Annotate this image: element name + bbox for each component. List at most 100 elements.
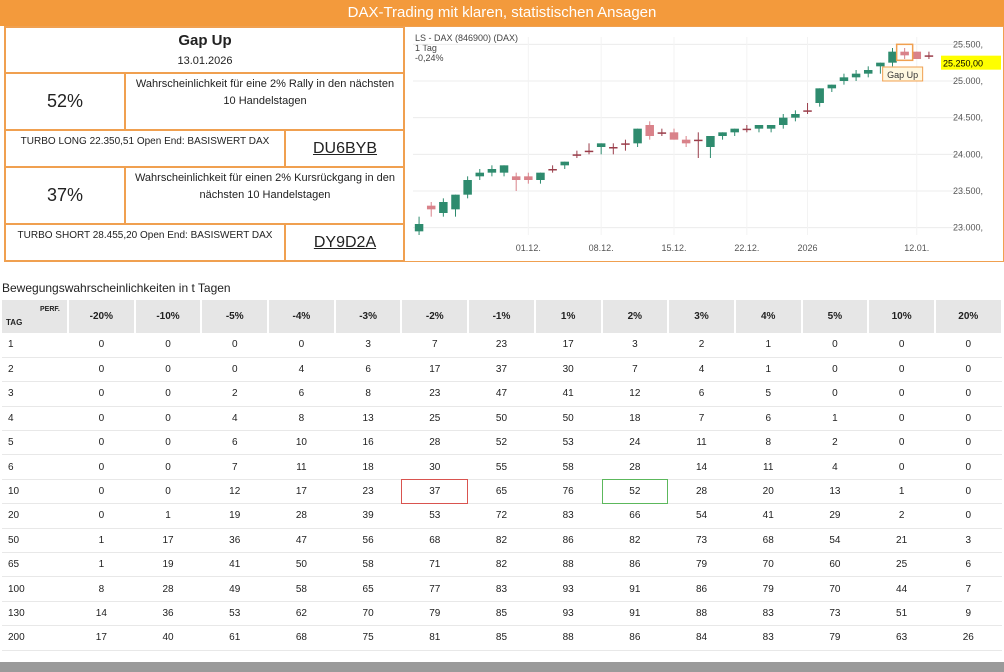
signal-title: Gap Up bbox=[178, 32, 232, 49]
table-row: 130 14 36 53 62 70 79 85 93 91 88 83 73 51 9 bbox=[2, 601, 1002, 627]
x-tick-label: 12.01. bbox=[904, 243, 929, 253]
probability-cell: 61 bbox=[201, 625, 269, 651]
probability-cell: 0 bbox=[868, 333, 935, 358]
probability-cell: 81 bbox=[401, 625, 469, 651]
probability-cell: 37 bbox=[468, 357, 535, 383]
probability-cell: 1 bbox=[801, 406, 869, 432]
candle-body bbox=[863, 70, 873, 74]
probability-cell: 0 bbox=[268, 333, 335, 358]
probability-cell: 52 bbox=[468, 430, 535, 456]
probability-cell: 0 bbox=[934, 357, 1002, 383]
probability-cell: 71 bbox=[401, 552, 469, 578]
probability-cell: 25 bbox=[401, 406, 469, 432]
probability-cell: 41 bbox=[201, 552, 269, 578]
probability-cell: 83 bbox=[468, 576, 535, 602]
probability-cell: 6 bbox=[268, 381, 335, 407]
candle-body bbox=[584, 150, 594, 153]
probability-cell: 79 bbox=[401, 601, 469, 627]
probability-cell: 0 bbox=[134, 479, 202, 505]
probability-cell: 53 bbox=[534, 430, 602, 456]
probability-cell: 84 bbox=[668, 625, 735, 651]
turbo-short-link[interactable]: DY9D2A bbox=[285, 224, 405, 261]
probability-cell: 24 bbox=[601, 430, 669, 456]
tag-cell: 5 bbox=[2, 430, 68, 456]
probability-cell: 86 bbox=[601, 552, 669, 578]
candle-body bbox=[426, 205, 436, 210]
tag-cell: 4 bbox=[2, 406, 68, 432]
y-tick-label: 25.500, bbox=[953, 39, 983, 49]
probability-cell: 0 bbox=[934, 503, 1002, 529]
table-row: 50 1 17 36 47 56 68 82 86 82 73 68 54 21 3 bbox=[2, 528, 1002, 554]
drop-description: Wahrscheinlichkeit für einen 2% Kursrück… bbox=[125, 167, 405, 224]
probability-cell: 88 bbox=[534, 625, 602, 651]
probability-cell: 75 bbox=[334, 625, 402, 651]
column-header: 2% bbox=[601, 300, 670, 333]
probability-cell: 47 bbox=[268, 528, 335, 554]
tag-cell: 100 bbox=[2, 576, 68, 602]
table-row: 20 0 1 19 28 39 53 72 83 66 54 41 29 2 0 bbox=[2, 503, 1002, 529]
probability-cell: 54 bbox=[668, 503, 735, 529]
candlestick-chart[interactable]: 25.500, 25.000, 24.500, 24.000, 23.500, 23.00… bbox=[405, 27, 1003, 261]
column-header: -10% bbox=[134, 300, 203, 333]
probability-cell: 51 bbox=[868, 601, 935, 627]
probability-cell: 1 bbox=[134, 503, 202, 529]
turbo-short-code[interactable]: DY9D2A bbox=[313, 233, 377, 251]
probability-cell: 79 bbox=[668, 552, 735, 578]
probability-cell: 82 bbox=[468, 552, 535, 578]
probability-cell: 14 bbox=[68, 601, 135, 627]
probability-cell: 66 bbox=[601, 503, 669, 529]
x-tick-label: 2026 bbox=[798, 243, 818, 253]
probability-cell: 70 bbox=[334, 601, 402, 627]
probability-cell: 28 bbox=[401, 430, 469, 456]
turbo-long-text: TURBO LONG 22.350,51 Open End: BASISWERT… bbox=[5, 130, 285, 167]
tag-cell: 6 bbox=[2, 454, 68, 480]
candle-body bbox=[827, 84, 837, 89]
probability-cell: 20 bbox=[734, 479, 802, 505]
candle-body bbox=[912, 51, 922, 59]
signal-title-box: Gap Up 13.01.2026 bbox=[5, 27, 405, 73]
probability-cell: 8 bbox=[68, 576, 135, 602]
probability-cell: 6 bbox=[334, 357, 402, 383]
turbo-long-link[interactable]: DU6BYB bbox=[285, 130, 405, 167]
table-row: 10 0 0 12 17 23 37 65 76 52 28 20 13 1 0 bbox=[2, 479, 1002, 505]
probability-cell: 28 bbox=[134, 576, 202, 602]
probability-cell: 16 bbox=[334, 430, 402, 456]
probability-cell: 2 bbox=[868, 503, 935, 529]
turbo-long-code[interactable]: DU6BYB bbox=[312, 139, 378, 157]
x-tick-label: 08.12. bbox=[589, 243, 614, 253]
price-label-box bbox=[941, 55, 1001, 70]
probability-cell: 0 bbox=[934, 454, 1002, 480]
probability-cell: 2 bbox=[201, 381, 269, 407]
candle-body bbox=[681, 139, 691, 144]
column-header: -3% bbox=[334, 300, 403, 333]
candle-body bbox=[924, 55, 934, 57]
probability-cell: 0 bbox=[934, 430, 1002, 456]
probability-cell: 17 bbox=[68, 625, 135, 651]
probability-cell: 0 bbox=[801, 333, 869, 358]
probability-cell: 6 bbox=[934, 552, 1002, 578]
probability-cell: 88 bbox=[534, 552, 602, 578]
candle-body bbox=[596, 143, 606, 147]
probability-cell: 58 bbox=[334, 552, 402, 578]
table-row: 200 17 40 61 68 75 81 85 88 86 84 83 79 63 26 bbox=[2, 625, 1002, 651]
probability-cell: 23 bbox=[334, 479, 402, 505]
probability-cell: 0 bbox=[201, 357, 269, 383]
probability-cell: 0 bbox=[868, 454, 935, 480]
candle-body bbox=[621, 143, 630, 145]
probability-cell: 0 bbox=[868, 381, 935, 407]
probability-cell: 1 bbox=[868, 479, 935, 505]
probability-cell: 25 bbox=[868, 552, 935, 578]
probability-cell: 83 bbox=[734, 625, 802, 651]
probability-cell: 53 bbox=[201, 601, 269, 627]
probability-cell: 36 bbox=[201, 528, 269, 554]
candle-body bbox=[609, 147, 618, 149]
probability-cell: 7 bbox=[401, 333, 469, 358]
probability-cell: 1 bbox=[734, 333, 802, 358]
candle-body bbox=[463, 180, 472, 195]
column-header: 10% bbox=[868, 300, 936, 333]
candle-body bbox=[548, 169, 557, 171]
probability-cell: 50 bbox=[268, 552, 335, 578]
probability-cell: 0 bbox=[68, 381, 135, 407]
candle-body bbox=[439, 202, 448, 213]
probability-cell: 0 bbox=[134, 333, 202, 358]
